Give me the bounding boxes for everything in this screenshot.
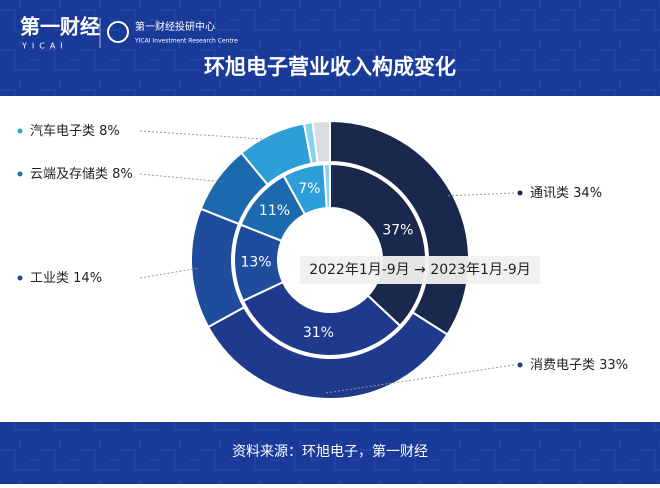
legend-label: 工业类 14% — [30, 271, 102, 286]
legend-category: 汽车电子类 — [30, 123, 95, 139]
legend-category: 通讯类 — [530, 186, 569, 201]
legend-dot — [17, 275, 23, 281]
legend-dot — [17, 171, 23, 177]
legend-category: 云端及存储类 — [30, 167, 108, 182]
footer-pattern — [0, 422, 660, 484]
subtitle-box — [300, 256, 540, 284]
legend-label: 云端及存储类 8% — [30, 167, 133, 182]
segment-label: 31% — [303, 325, 334, 341]
segment-label: 13% — [240, 254, 271, 270]
donut-segment — [311, 119, 331, 164]
legend-category: 消费电子类 — [530, 358, 595, 373]
legend-value: 14% — [73, 271, 102, 286]
logo: 第一财经 — [20, 15, 100, 39]
legend-value: 8% — [112, 167, 133, 182]
segment-label: 7% — [298, 181, 320, 197]
legend-category: 工业类 — [30, 271, 69, 286]
legend-dot — [517, 190, 523, 196]
segment-label: 11% — [259, 203, 290, 219]
leader-line — [446, 192, 515, 197]
legend-dot — [17, 128, 23, 134]
org-icon — [107, 21, 129, 43]
org-name: 第一财经投研中心 — [135, 20, 215, 33]
legend-value: 33% — [599, 358, 628, 373]
legend-label: 通讯类 34% — [530, 186, 602, 201]
org-name-en: YICAI Investment Research Centre — [134, 38, 238, 45]
leader-line — [139, 267, 198, 279]
subtitle: 2022年1月-9月 → 2023年1月-9月 — [309, 262, 531, 278]
donut-segment — [241, 280, 402, 357]
donut-segment — [206, 305, 449, 400]
chart-title: 环旭电子营业收入构成变化 — [204, 55, 456, 79]
source: 资料来源：环旭电子，第一财经 — [232, 443, 428, 460]
header-pattern — [0, 0, 660, 96]
legend-value: 34% — [573, 186, 602, 201]
legend-value: 8% — [99, 124, 120, 139]
legend-label: 汽车电子类 8% — [30, 123, 120, 139]
legend-dot — [517, 362, 523, 368]
legend-label: 消费电子类 33% — [530, 358, 628, 373]
segment-label: 37% — [382, 223, 413, 239]
leader-line — [139, 173, 223, 183]
logo-en: YICAI — [21, 42, 68, 51]
donut-segment — [329, 162, 427, 328]
donut-segment — [322, 162, 331, 210]
